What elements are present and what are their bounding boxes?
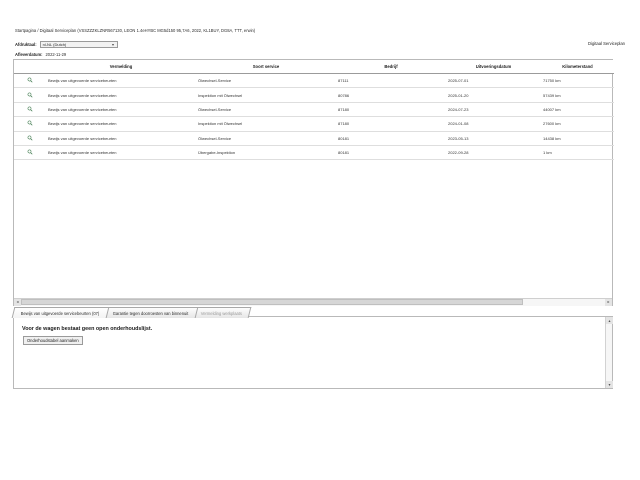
scroll-thumb[interactable] (21, 299, 524, 305)
cell-soort-service: Inspektion mit Ölwechsel (196, 116, 336, 132)
cell-uitvoeringsdatum: 2025-01-20 (446, 87, 541, 103)
cell-uitvoeringsdatum: 2024-01-08 (446, 116, 541, 132)
table-header-row: Vermelding Soort service Bedrijf Uitvoer… (14, 60, 614, 74)
maintenance-list-panel: Voor de wagen bestaat geen open onderhou… (13, 316, 613, 389)
print-language-form: Afdruktaal: nl-NL (Dutch) (15, 40, 625, 49)
cell-vermelding: Bewijs van uitgevoerde servicebeurten (46, 102, 196, 118)
magnifier-icon[interactable] (27, 135, 33, 141)
delivery-date-value: 2022-11-29 (45, 52, 67, 57)
row-detail-cell[interactable] (14, 87, 46, 103)
table-body: Bewijs van uitgevoerde servicebeurten Öl… (14, 73, 614, 161)
cell-kilometerstand: 14438 km (541, 131, 614, 146)
tab-vermelding-werkplaats[interactable]: Vermelding werkplaats (191, 307, 252, 318)
cell-uitvoeringsdatum: 2022-09-28 (446, 145, 541, 161)
cell-kilometerstand: 27600 km (541, 116, 614, 132)
table-row[interactable]: Bewijs van uitgevoerde servicebeurten Üb… (14, 145, 614, 161)
cell-kilometerstand: 57439 km (541, 87, 614, 103)
cell-uitvoeringsdatum: 2024-07-23 (446, 102, 541, 118)
cell-vermelding: Bewijs van uitgevoerde servicebeurten (46, 145, 196, 161)
cell-bedrijf: 80181 (336, 131, 446, 146)
scroll-left-icon[interactable]: ◂ (14, 298, 21, 306)
print-language-selected-value: nl-NL (Dutch) (42, 42, 67, 47)
column-header-kilometerstand[interactable]: Kilometerstand (541, 60, 614, 74)
column-header-uitvoeringsdatum[interactable]: Uitvoeringsdatum (446, 60, 541, 74)
print-language-select[interactable]: nl-NL (Dutch) (39, 40, 118, 49)
row-detail-cell[interactable] (14, 102, 46, 118)
scroll-down-icon[interactable]: ▾ (606, 381, 613, 388)
cell-vermelding: Bewijs van uitgevoerde servicebeurten (46, 131, 196, 146)
scroll-right-icon[interactable]: ▸ (605, 298, 612, 306)
chevron-down-icon (112, 43, 115, 46)
cell-bedrijf: 87180 (336, 102, 446, 118)
panel-vertical-scrollbar[interactable]: ▴ ▾ (605, 317, 613, 388)
breadcrumb[interactable]: Startpagina / Digitaal Serviceplan (VSSZ… (15, 28, 256, 33)
cell-bedrijf: 80786 (336, 87, 446, 103)
tab-garantie-doorroesten[interactable]: Garantie tegen doorroesten van binnenuit (103, 307, 198, 318)
row-detail-cell[interactable] (14, 73, 46, 89)
table-row[interactable]: Bewijs van uitgevoerde servicebeurten In… (14, 116, 614, 132)
cell-bedrijf: 87111 (336, 73, 446, 89)
table-row[interactable]: Bewijs van uitgevoerde servicebeurten In… (14, 87, 614, 103)
service-records-table: Vermelding Soort service Bedrijf Uitvoer… (14, 60, 614, 161)
cell-uitvoeringsdatum: 2025-07-01 (446, 73, 541, 89)
cell-soort-service: Ölwechsel-Service (196, 102, 336, 118)
table-row[interactable]: Bewijs van uitgevoerde servicebeurten Öl… (14, 102, 614, 118)
cell-soort-service: Ölwechsel-Service (196, 131, 336, 146)
service-records-panel: Vermelding Soort service Bedrijf Uitvoer… (13, 59, 614, 306)
cell-vermelding: Bewijs van uitgevoerde servicebeurten (46, 73, 196, 89)
tab-label: Bewijs van uitgevoerde servicebeurten (0… (20, 310, 100, 316)
magnifier-icon[interactable] (27, 92, 33, 98)
column-header-soort-service[interactable]: Soort service (196, 60, 336, 74)
magnifier-icon[interactable] (27, 106, 33, 112)
page-title: Digitaal Serviceplan (587, 41, 625, 46)
cell-vermelding: Bewijs van uitgevoerde servicebeurten (46, 116, 196, 132)
table-row[interactable]: Bewijs van uitgevoerde servicebeurten Öl… (14, 73, 614, 89)
cell-uitvoeringsdatum: 2023-05-13 (446, 131, 541, 146)
print-language-label: Afdruktaal: (15, 42, 37, 47)
tab-label: Garantie tegen doorroesten van binnenuit (112, 310, 188, 316)
column-header-icon (14, 60, 46, 74)
delivery-date-row: Afleverdatum: 2022-11-29 (15, 52, 66, 57)
tab-bewijs-servicebeurten[interactable]: Bewijs van uitgevoerde servicebeurten (0… (11, 307, 109, 318)
magnifier-icon[interactable] (27, 120, 33, 126)
cell-soort-service: Übergabe-Inspektion (196, 145, 336, 161)
row-detail-cell[interactable] (14, 145, 46, 161)
column-header-bedrijf[interactable]: Bedrijf (336, 60, 446, 74)
row-detail-cell[interactable] (14, 131, 46, 146)
scroll-track[interactable] (21, 298, 605, 306)
magnifier-icon[interactable] (27, 149, 33, 155)
table-row[interactable]: Bewijs van uitgevoerde servicebeurten Öl… (14, 131, 614, 146)
cell-kilometerstand: 44007 km (541, 102, 614, 118)
create-maintenance-table-button[interactable]: Onderhoudstabel aanmaken (23, 336, 83, 345)
tab-label: Vermelding werkplaats (200, 310, 243, 316)
cell-bedrijf: 87180 (336, 116, 446, 132)
cell-kilometerstand: 71750 km (541, 73, 614, 89)
cell-bedrijf: 80181 (336, 145, 446, 161)
cell-soort-service: Inspektion mit Ölwechsel (196, 87, 336, 103)
column-header-vermelding[interactable]: Vermelding (46, 60, 196, 74)
magnifier-icon[interactable] (27, 77, 33, 83)
scroll-up-icon[interactable]: ▴ (606, 317, 613, 324)
delivery-date-label: Afleverdatum: (15, 52, 43, 57)
row-detail-cell[interactable] (14, 116, 46, 132)
cell-soort-service: Ölwechsel-Service (196, 73, 336, 89)
cell-kilometerstand: 1 km (541, 145, 614, 161)
table-horizontal-scrollbar[interactable]: ◂ ▸ (14, 298, 612, 306)
maintenance-status-message: Voor de wagen bestaat geen open onderhou… (22, 326, 153, 332)
cell-vermelding: Bewijs van uitgevoerde servicebeurten (46, 87, 196, 103)
